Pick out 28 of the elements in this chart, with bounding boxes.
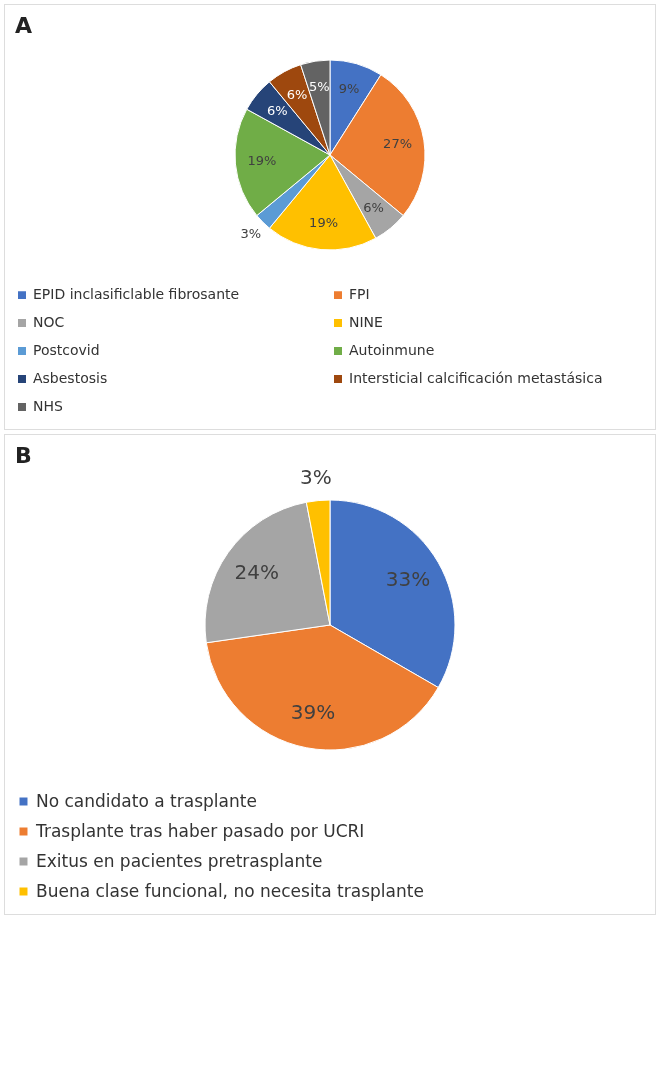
data-label: 6% <box>286 87 308 103</box>
data-label: 3% <box>300 465 332 490</box>
data-label: 3% <box>240 226 262 242</box>
data-label: 5% <box>308 79 330 95</box>
chart-title: B <box>15 443 32 469</box>
legend-label: Postcovid <box>33 342 100 358</box>
data-label: 33% <box>385 567 431 591</box>
legend-label: NINE <box>349 314 383 330</box>
data-label: 24% <box>234 559 279 584</box>
legend-label: Autoinmune <box>349 342 435 358</box>
legend-label: NHS <box>33 398 63 414</box>
data-label: 19% <box>247 153 277 169</box>
data-label: 27% <box>383 136 413 152</box>
data-label: 9% <box>338 81 360 97</box>
legend-label: FPI <box>349 286 370 303</box>
legend-label: Trasplante tras haber pasado por UCRI <box>35 820 365 841</box>
legend-label: Buena clase funcional, no necesita trasplante <box>36 880 424 901</box>
legend-label: No candidato a trasplante <box>36 790 257 811</box>
legend-label: NOC <box>33 314 65 330</box>
data-label: 19% <box>309 215 339 231</box>
chart-title: A <box>15 13 33 39</box>
legend-label: Exitus en pacientes pretrasplante <box>36 850 323 871</box>
legend-label: EPID inclasificlable fibrosante <box>33 286 240 303</box>
legend-label: Intersticial calcificación metastásica <box>349 370 603 386</box>
data-label: 6% <box>363 199 384 215</box>
data-label: 6% <box>266 103 288 119</box>
legend-label: Asbestosis <box>33 370 108 386</box>
data-label: 39% <box>290 700 336 725</box>
